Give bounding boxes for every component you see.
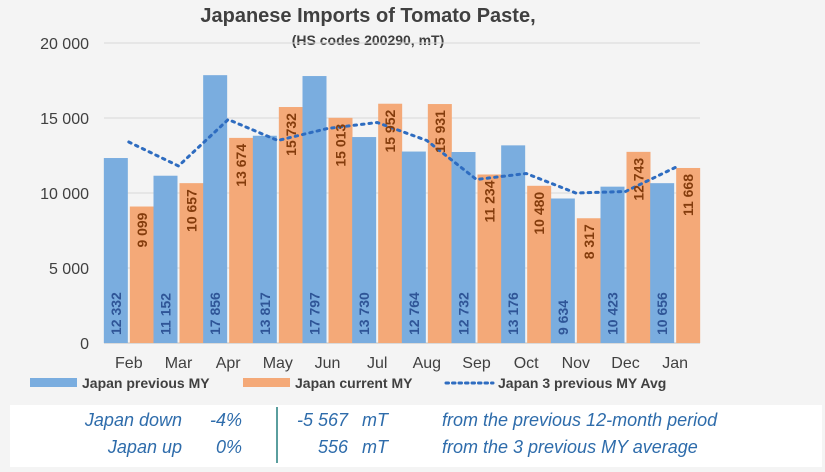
bar-current-my — [378, 103, 403, 343]
avg-line — [127, 117, 677, 195]
bar-current-my — [179, 183, 204, 343]
data-label-current: 13 674 — [233, 144, 249, 187]
x-tick-label: Aug — [413, 355, 441, 372]
y-tick-label: 5 000 — [49, 261, 89, 278]
data-label-previous: 17 856 — [207, 292, 223, 335]
bar-previous-my — [550, 198, 575, 343]
summary-label: Japan up — [107, 437, 182, 457]
x-tick-label: Oct — [514, 355, 539, 372]
summary-value: -5 567 — [296, 410, 348, 430]
bar-previous-my — [650, 183, 675, 343]
x-tick-label: Mar — [165, 355, 193, 372]
summary-unit: mT — [362, 410, 388, 430]
data-label-current: 10 480 — [531, 192, 547, 235]
summary-pct: 0% — [215, 437, 242, 457]
bar-current-my — [477, 174, 502, 343]
x-tick-label: Nov — [562, 355, 590, 372]
bar-previous-my — [153, 175, 178, 343]
data-label-current: 12 743 — [631, 158, 647, 201]
data-label-current: 8 317 — [581, 224, 597, 259]
bar-current-my — [129, 206, 154, 343]
data-label-current: 9 099 — [134, 212, 150, 247]
y-tick-label: 15 000 — [40, 111, 89, 128]
legend-label-avg: Japan 3 previous MY Avg — [498, 375, 666, 391]
x-tick-label: Jun — [315, 355, 341, 372]
bar-previous-my — [352, 137, 377, 343]
bar-previous-my — [103, 158, 128, 343]
data-label-current: 15 732 — [283, 113, 299, 156]
data-label-previous: 9 634 — [555, 300, 571, 335]
summary-row-down: Japan down -4% -5 567 mT from the previo… — [10, 410, 822, 436]
data-label-previous: 12 764 — [406, 292, 422, 335]
data-label-previous: 10 423 — [605, 292, 621, 335]
data-label-current: 15 013 — [333, 124, 349, 167]
y-tick-label: 10 000 — [40, 186, 89, 203]
summary-pct: -4% — [209, 410, 242, 430]
data-label-previous: 13 730 — [356, 292, 372, 335]
data-label-previous: 13 817 — [257, 292, 273, 335]
summary-separator — [276, 407, 278, 463]
summary-row-up: Japan up 0% 556 mT from the 3 previous M… — [10, 437, 822, 463]
legend-label-current: Japan current MY — [295, 375, 413, 391]
y-axis: 0 5 000 10 000 15 000 20 000 — [40, 36, 89, 353]
legend-swatch-previous — [30, 378, 77, 387]
bars — [103, 75, 701, 344]
y-tick-label: 0 — [80, 336, 89, 353]
bar-current-my — [278, 107, 303, 344]
bar-previous-my — [401, 151, 426, 343]
data-label-current: 15 952 — [382, 110, 398, 153]
bar-previous-my — [451, 152, 476, 343]
summary-label: Japan down — [84, 410, 182, 430]
legend-label-previous: Japan previous MY — [82, 375, 210, 391]
legend-swatch-current — [243, 378, 290, 387]
x-tick-label: Jan — [662, 355, 688, 372]
x-tick-label: Feb — [115, 355, 143, 372]
data-labels: 12 332 9 099 11 152 10 657 17 856 13 674 13 81… — [108, 110, 696, 335]
bar-previous-my — [302, 76, 327, 344]
data-label-previous: 10 656 — [654, 292, 670, 335]
data-label-previous: 12 732 — [456, 292, 472, 335]
x-tick-label: May — [263, 355, 293, 372]
bar-previous-my — [203, 75, 228, 343]
summary-value: 556 — [317, 437, 348, 457]
chart-title: Japanese Imports of Tomato Paste, — [200, 5, 535, 27]
x-axis: Feb Mar Apr May Jun Jul Aug Sep Oct Nov Dec Jan — [115, 355, 688, 372]
data-label-current: 10 657 — [184, 189, 200, 232]
bar-previous-my — [252, 135, 277, 343]
bar-current-my — [527, 185, 552, 343]
y-tick-label: 20 000 — [40, 36, 89, 53]
bar-current-my — [676, 167, 701, 343]
bar-current-my — [328, 117, 353, 344]
data-label-current: 15 931 — [432, 110, 448, 153]
x-tick-label: Dec — [611, 355, 639, 372]
bar-previous-my — [600, 186, 625, 343]
bar-previous-my — [501, 145, 526, 343]
x-tick-label: Apr — [216, 355, 242, 372]
data-label-current: 11 234 — [482, 180, 498, 222]
chart-subtitle: (HS codes 200290, mT) — [292, 32, 445, 48]
data-label-previous: 12 332 — [108, 292, 124, 335]
data-label-previous: 13 176 — [505, 292, 521, 335]
tomato-paste-imports-chart: Japanese Imports of Tomato Paste, (HS co… — [30, 5, 701, 391]
x-tick-label: Sep — [462, 355, 491, 372]
summary-desc: from the 3 previous MY average — [442, 437, 698, 457]
data-label-previous: 11 152 — [158, 293, 174, 335]
data-label-previous: 17 797 — [307, 292, 323, 335]
bar-current-my — [576, 218, 601, 343]
summary-panel: Japan down -4% -5 567 mT from the previo… — [10, 405, 822, 467]
summary-desc: from the previous 12-month period — [442, 410, 718, 430]
legend: Japan previous MY Japan current MY Japan… — [30, 375, 666, 391]
avg-line-layer — [127, 117, 677, 195]
bar-current-my — [229, 137, 254, 343]
summary-unit: mT — [362, 437, 388, 457]
data-label-current: 11 668 — [680, 174, 696, 216]
x-tick-label: Jul — [367, 355, 387, 372]
